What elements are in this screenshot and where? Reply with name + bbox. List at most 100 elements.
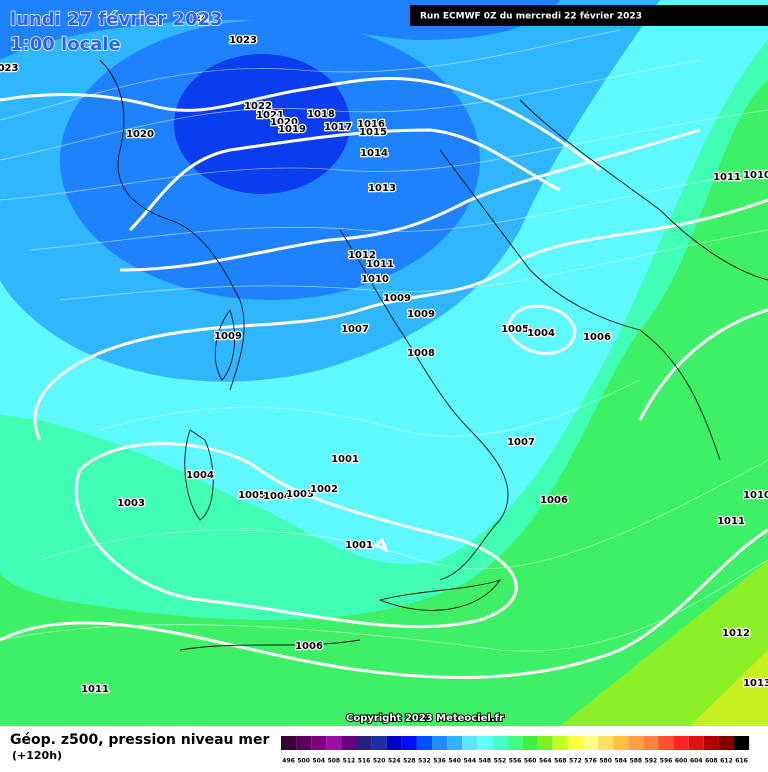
legend-swatch	[416, 736, 432, 750]
pressure-label: 1002	[310, 484, 338, 495]
pressure-label: 1012	[348, 250, 376, 261]
pressure-label: 1013	[743, 678, 768, 689]
run-box	[410, 5, 768, 26]
legend-swatch	[567, 736, 583, 750]
pressure-label: 1009	[214, 331, 242, 342]
pressure-label: 1007	[507, 437, 535, 448]
pressure-label: 1019	[278, 124, 306, 135]
legend-swatch	[643, 736, 659, 750]
legend-swatch	[326, 736, 342, 750]
pressure-label: 1004	[527, 328, 555, 339]
pressure-label: 1006	[540, 495, 568, 506]
pressure-label: 24	[194, 13, 208, 24]
pressure-label: 1011	[81, 684, 109, 695]
legend-swatch	[296, 736, 312, 750]
legend-value: 600	[675, 758, 688, 765]
legend-value: 528	[403, 758, 416, 765]
pressure-label: 1011	[717, 516, 745, 527]
legend-value: 612	[720, 758, 733, 765]
valid-time: 1:00 locale	[10, 34, 121, 55]
legend-value: 588	[630, 758, 643, 765]
legend-value: 592	[645, 758, 658, 765]
pressure-label: 1001	[345, 540, 373, 551]
legend: 496 500 504 508 512 516 520 524 528 532 536 540 544 5…	[281, 736, 750, 765]
legend-swatch	[281, 736, 297, 750]
legend-value: 552	[494, 758, 507, 765]
legend-value: 524	[388, 758, 401, 765]
legend-swatch	[703, 736, 719, 750]
legend-swatch	[522, 736, 538, 750]
footer-title: Géop. z500, pression niveau mer	[10, 732, 269, 748]
legend-value: 536	[433, 758, 446, 765]
pressure-label: 1008	[407, 348, 435, 359]
legend-value: 556	[509, 758, 522, 765]
pressure-label: 1012	[722, 628, 750, 639]
pressure-label: 1010	[743, 490, 768, 501]
legend-swatch	[734, 736, 750, 750]
legend-swatch	[552, 736, 568, 750]
legend-swatch	[432, 736, 448, 750]
pressure-label: 1014	[360, 148, 388, 159]
legend-swatch	[311, 736, 327, 750]
legend-value: 604	[690, 758, 703, 765]
legend-value: 572	[569, 758, 582, 765]
pressure-label: 1016	[357, 119, 385, 130]
pressure-label: 1010	[361, 274, 389, 285]
pressure-label: 1004	[263, 491, 291, 502]
pressure-label: 1022	[244, 101, 272, 112]
thin-contours	[0, 29, 768, 652]
legend-swatch	[356, 736, 372, 750]
pressure-label: 1009	[407, 309, 435, 320]
legend-value: 540	[448, 758, 461, 765]
legend-swatch	[341, 736, 357, 750]
valid-date: lundi 27 février 2023	[10, 9, 223, 30]
pressure-label: 1007	[341, 324, 369, 335]
legend-swatch	[386, 736, 402, 750]
pressure-label: 1003	[117, 498, 145, 509]
legend-value: 544	[463, 758, 476, 765]
pressure-label: 1018	[307, 109, 335, 120]
legend-swatch	[598, 736, 614, 750]
pressure-label: 1005	[238, 490, 266, 501]
legend-value: 596	[660, 758, 673, 765]
legend-swatch	[658, 736, 674, 750]
pressure-label: 1009	[383, 293, 411, 304]
legend-value: 532	[418, 758, 431, 765]
isobars	[0, 77, 768, 679]
legend-value: 500	[297, 758, 310, 765]
pressure-label: 1020	[270, 117, 298, 128]
legend-swatch	[447, 736, 463, 750]
pressure-label: 1005	[501, 324, 529, 335]
legend-swatch	[462, 736, 478, 750]
legend-value: 516	[358, 758, 371, 765]
pressure-label: 1013	[368, 183, 396, 194]
legend-value: 580	[599, 758, 612, 765]
field-yellow	[690, 650, 768, 726]
pressure-label: 1011	[713, 172, 741, 183]
pressure-label: 1017	[324, 122, 352, 133]
legend-swatch	[371, 736, 387, 750]
legend-value: 548	[479, 758, 492, 765]
pressure-label: 023	[0, 63, 18, 74]
legend-value: 568	[554, 758, 567, 765]
legend-swatch	[507, 736, 523, 750]
pressure-label: 1001	[331, 454, 359, 465]
pressure-label: 1023	[229, 35, 257, 46]
legend-value: 512	[343, 758, 356, 765]
legend-swatch	[401, 736, 417, 750]
pressure-label: 1003	[286, 489, 314, 500]
legend-value: 584	[614, 758, 627, 765]
pressure-label: 1004	[186, 470, 214, 481]
legend-swatch	[477, 736, 493, 750]
pressure-label: 1010	[743, 170, 768, 181]
field-lime	[560, 560, 768, 726]
pressure-label: 1006	[295, 641, 323, 652]
legend-swatch	[718, 736, 734, 750]
legend-value: 504	[312, 758, 325, 765]
pressure-label: 1011	[366, 259, 394, 270]
pressure-label: 1020	[126, 129, 154, 140]
legend-swatch	[688, 736, 704, 750]
legend-swatch	[613, 736, 629, 750]
run-label: Run ECMWF 0Z du mercredi 22 février 2023	[420, 11, 642, 22]
